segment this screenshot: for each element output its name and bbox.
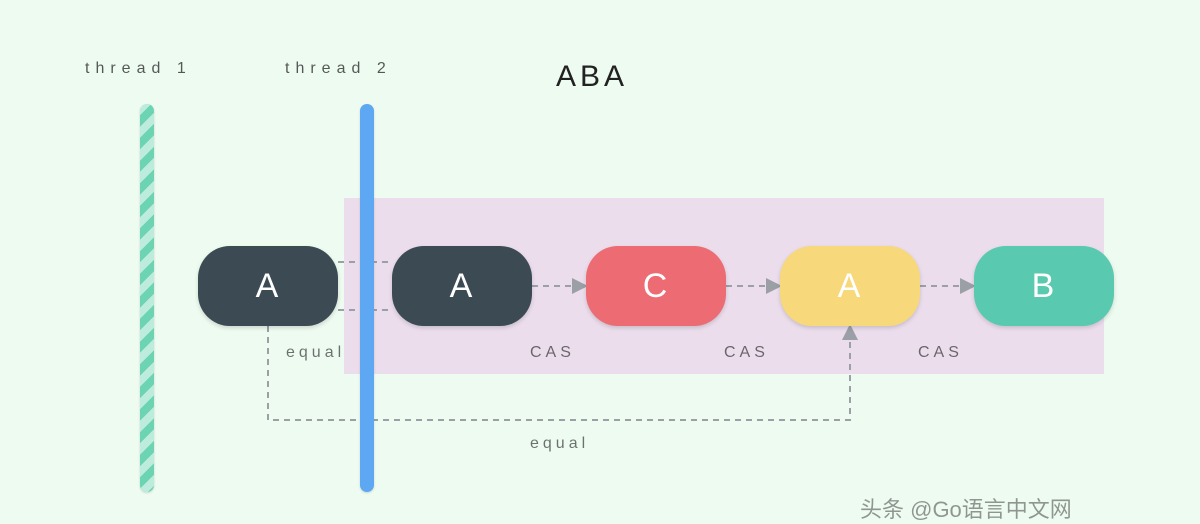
caption-3: CAS	[918, 344, 963, 362]
node-b: B	[974, 246, 1114, 326]
watermark-text: 头条 @Go语言中文网	[860, 492, 1072, 524]
node-c: C	[586, 246, 726, 326]
node-a1: A	[198, 246, 338, 326]
thread-bar-1	[140, 104, 154, 492]
caption-2: CAS	[724, 344, 769, 362]
caption-0: equal	[286, 344, 345, 362]
node-a2: A	[392, 246, 532, 326]
thread-bar-2	[360, 104, 374, 492]
caption-4: equal	[530, 435, 589, 453]
node-a3: A	[780, 246, 920, 326]
thread-label-2: thread 2	[285, 60, 392, 78]
thread-label-1: thread 1	[85, 60, 192, 78]
caption-1: CAS	[530, 344, 575, 362]
diagram-title: ABA	[556, 60, 628, 94]
